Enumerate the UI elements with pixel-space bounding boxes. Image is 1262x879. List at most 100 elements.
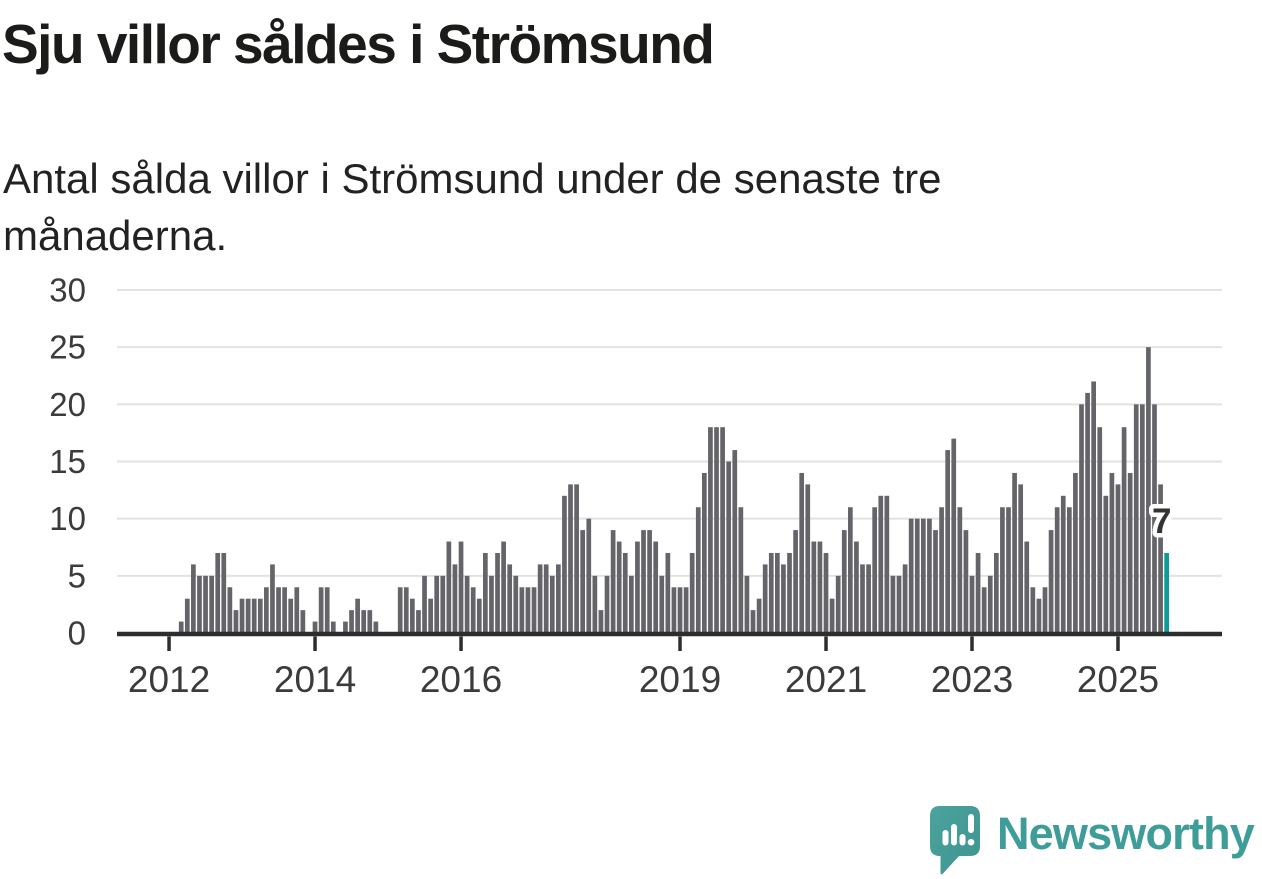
bar	[556, 564, 561, 634]
bar	[580, 530, 586, 634]
bar	[434, 575, 440, 634]
x-axis-label: 2025	[1077, 659, 1159, 700]
bar	[403, 587, 409, 634]
bar	[726, 461, 732, 634]
bar	[519, 587, 525, 634]
chart-subtitle-line1: Antal sålda villor i Strömsund under de …	[3, 155, 942, 202]
bar	[799, 472, 805, 634]
bar	[1146, 347, 1151, 634]
bar	[665, 552, 671, 634]
bar	[1073, 472, 1078, 634]
bar	[756, 598, 762, 634]
bar	[1097, 427, 1103, 634]
bar	[330, 621, 336, 634]
exclamation-dot-icon	[967, 838, 975, 846]
bar	[1018, 484, 1024, 634]
bar	[428, 598, 433, 634]
bar	[215, 552, 221, 634]
bar	[744, 575, 750, 634]
bar	[549, 575, 555, 634]
bar	[513, 575, 519, 634]
bar	[349, 610, 354, 634]
bar	[635, 541, 640, 634]
chart-subtitle-line2: månaderna.	[3, 212, 228, 260]
bar	[184, 598, 190, 634]
mini-bar-chart-icon	[942, 814, 975, 846]
bar	[318, 587, 324, 634]
bar	[732, 450, 738, 634]
bar	[501, 541, 506, 634]
bar	[902, 564, 908, 634]
bar	[939, 507, 944, 634]
x-axis-label: 2023	[931, 659, 1013, 700]
bar	[1085, 392, 1090, 634]
current-value-label: 7	[1152, 502, 1171, 541]
bar	[823, 552, 829, 634]
bar	[489, 575, 494, 634]
bar	[1042, 587, 1048, 634]
bar	[708, 427, 713, 634]
bar	[507, 564, 513, 634]
bar	[586, 518, 592, 634]
bar	[288, 598, 294, 634]
bar	[647, 530, 652, 634]
y-axis-label: 10	[49, 500, 86, 537]
bar	[251, 598, 257, 634]
bar	[1036, 598, 1042, 634]
bar	[1103, 495, 1109, 634]
x-axis-label: 2021	[785, 659, 867, 700]
bar	[446, 541, 452, 634]
bar	[957, 507, 963, 634]
bar	[495, 552, 500, 634]
bar	[793, 530, 798, 634]
bar	[483, 552, 488, 634]
bar	[355, 598, 360, 634]
bar	[817, 541, 823, 634]
bar	[683, 587, 689, 634]
y-axis-label: 15	[49, 443, 86, 480]
y-axis-label: 25	[49, 329, 86, 366]
bar-highlight-current	[1164, 552, 1170, 634]
bar	[239, 598, 245, 634]
bar	[914, 518, 920, 634]
newsworthy-brand: Newsworthy	[929, 805, 1255, 875]
bar	[1127, 472, 1133, 634]
bar	[592, 575, 598, 634]
bar	[562, 495, 567, 634]
bar	[890, 575, 896, 634]
bar	[543, 564, 549, 634]
bar	[714, 427, 719, 634]
bar	[993, 552, 999, 634]
bar	[410, 598, 415, 634]
bar	[775, 552, 780, 634]
bar	[367, 610, 373, 634]
y-axis-label: 20	[49, 386, 86, 423]
exclamation-bar-icon	[967, 814, 974, 833]
bar	[245, 598, 251, 634]
bar	[641, 530, 646, 634]
bar	[373, 621, 379, 634]
bar	[1030, 587, 1036, 634]
bar	[191, 564, 196, 634]
bar	[762, 564, 768, 634]
bar	[616, 541, 622, 634]
bar	[294, 587, 300, 634]
bar	[197, 575, 202, 634]
bar	[781, 564, 786, 634]
bar	[1006, 507, 1011, 634]
newsworthy-logo-icon	[929, 806, 980, 875]
bar	[464, 575, 470, 634]
speech-bubble-icon	[929, 806, 980, 875]
y-axis-label: 30	[49, 272, 86, 309]
bar	[981, 587, 987, 634]
chart-title: Sju villor såldes i Strömsund	[2, 13, 715, 75]
x-axis-label: 2012	[128, 659, 210, 700]
bar	[525, 587, 531, 634]
bar	[841, 530, 847, 634]
bar	[805, 484, 811, 634]
bar	[276, 587, 281, 634]
x-axis-label: 2019	[639, 659, 721, 700]
bar	[343, 621, 348, 634]
chart-subtitle: Antal sålda villor i Strömsund under de …	[3, 150, 942, 264]
